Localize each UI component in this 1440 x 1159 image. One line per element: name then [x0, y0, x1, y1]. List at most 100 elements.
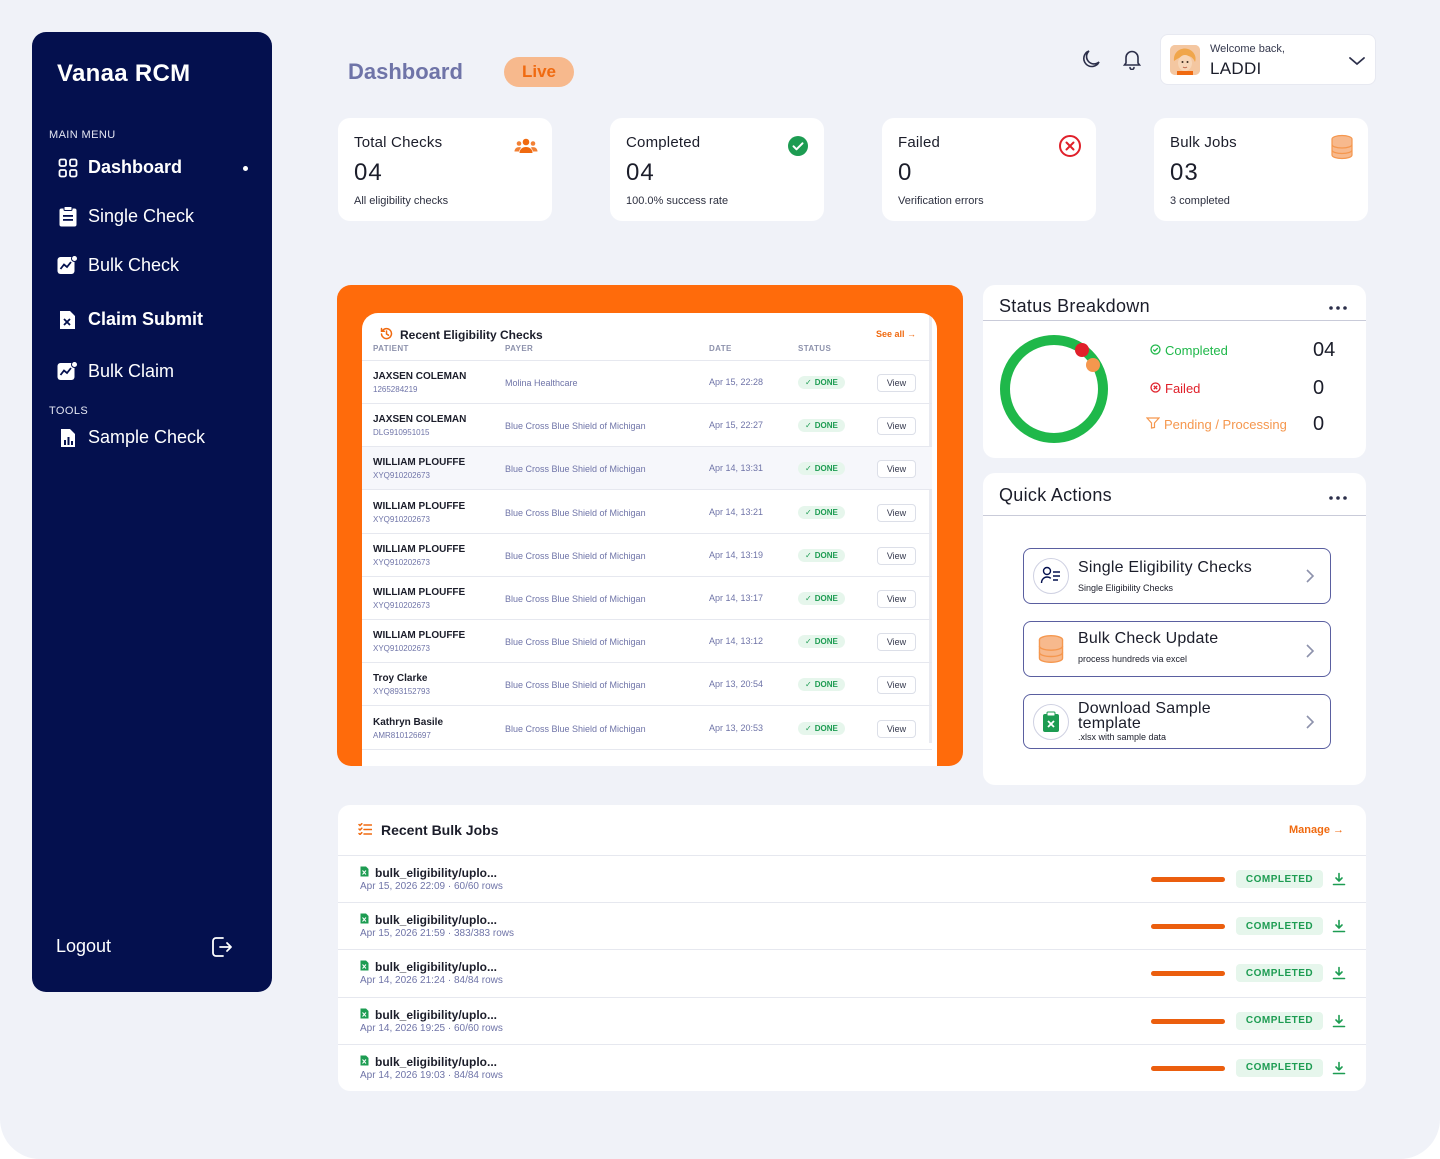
view-button[interactable]: View [877, 676, 916, 695]
bell-icon[interactable] [1121, 48, 1143, 71]
logout-button[interactable]: Logout [56, 936, 112, 956]
more-icon[interactable] [1328, 488, 1348, 500]
view-button[interactable]: View [877, 460, 916, 479]
patient-name: WILLIAM PLOUFFE [373, 587, 466, 598]
view-button[interactable]: View [877, 417, 916, 436]
sidebar-item-label: Claim Submit [88, 309, 204, 329]
list-item[interactable]: bulk_eligibility/uplo... Apr 15, 2026 21:… [338, 902, 1366, 949]
status-label: DONE [814, 637, 838, 647]
progress-fill [1151, 971, 1225, 977]
stat-title: Total Checks [354, 134, 443, 151]
stat-value: 04 [354, 159, 383, 186]
chevron-right-icon [1305, 569, 1315, 583]
logout-icon[interactable] [210, 935, 234, 959]
sidebar-item-bulk-check[interactable]: Bulk Check [57, 255, 257, 276]
x-circle-icon [1150, 381, 1161, 396]
quick-actions-card: Quick Actions Single Eligibility Checks … [983, 473, 1366, 785]
payer-name: Blue Cross Blue Shield of Michigan [505, 723, 646, 734]
more-icon[interactable] [1328, 298, 1348, 310]
table-row[interactable]: WILLIAM PLOUFFE XYQ910202673 Blue Cross Bl… [362, 491, 932, 534]
table-row[interactable]: WILLIAM PLOUFFE XYQ910202673 Blue Cross Bl… [362, 577, 932, 620]
patient-name: WILLIAM PLOUFFE [373, 500, 466, 512]
see-all-link[interactable]: See all → [875, 329, 916, 339]
download-icon[interactable] [1332, 966, 1346, 980]
file-chart-icon [57, 427, 78, 448]
status-breakdown-card: Status Breakdown Completed 04 Failed 0 P… [983, 285, 1366, 458]
table-row[interactable]: JAXSEN COLEMAN 1265284219 Molina Healthcar… [362, 361, 932, 404]
completed-badge: COMPLETED [1236, 964, 1323, 983]
view-button[interactable]: View [877, 374, 916, 392]
card-divider [983, 515, 1366, 516]
patient-id: 1265284219 [373, 385, 418, 394]
recent-checks-header: Recent Eligibility Checks [380, 327, 543, 343]
patient-id: XYQ910202673 [373, 514, 430, 524]
table-row[interactable]: WILLIAM PLOUFFE XYQ910202673 Blue Cross Bl… [362, 447, 932, 491]
stat-subtitle: 3 completed [1170, 195, 1230, 207]
users-icon [514, 134, 538, 158]
recent-checks-table[interactable]: PATIENT PAYER DATE STATUS JAXSEN COLEMAN… [362, 313, 932, 750]
download-icon[interactable] [1332, 1014, 1346, 1028]
file-x-icon [57, 309, 78, 330]
excel-file-icon [360, 1055, 369, 1069]
file-name: bulk_eligibility/uplo... [360, 913, 497, 927]
sidebar-item-sample-check[interactable]: Sample Check [57, 427, 257, 448]
check-circle-icon [786, 134, 810, 158]
payer-name: Blue Cross Blue Shield of Michigan [505, 550, 646, 561]
sidebar-item-claim-submit[interactable]: Claim Submit [57, 309, 257, 330]
progress-fill [1151, 1065, 1225, 1071]
patient-id: XYQ910202673 [373, 557, 430, 567]
view-button[interactable]: View [877, 546, 916, 565]
table-row[interactable]: Troy Clarke XYQ893152793 Blue Cross Blue S… [362, 663, 932, 707]
table-row[interactable]: WILLIAM PLOUFFE XYQ910202673 Blue Cross Bl… [362, 534, 932, 577]
list-item[interactable]: bulk_eligibility/uplo... Apr 14, 2026 19:… [338, 996, 1366, 1044]
status-label: DONE [814, 723, 838, 733]
recent-checks-card: Recent Eligibility Checks See all → PATI… [362, 313, 937, 766]
check-icon: ✓ [805, 464, 812, 474]
patient-name: Troy Clarke [373, 673, 428, 685]
chart-icon [57, 361, 78, 382]
view-button[interactable]: View [877, 633, 916, 652]
list-item[interactable]: bulk_eligibility/uplo... Apr 14, 2026 19:… [338, 1043, 1366, 1091]
table-row[interactable]: WILLIAM PLOUFFE XYQ910202673 Blue Cross Bl… [362, 620, 932, 664]
moon-icon[interactable] [1081, 48, 1103, 70]
status-badge: ✓ DONE [798, 462, 845, 476]
view-button[interactable]: View [877, 719, 916, 738]
stat-value: 04 [626, 159, 655, 186]
user-menu[interactable]: Welcome back, LADDI [1160, 34, 1376, 85]
table-row[interactable]: JAXSEN COLEMAN DLG910951015 Blue Cross Blu… [362, 404, 932, 448]
manage-link[interactable]: Manage → [1288, 824, 1344, 836]
completed-badge: COMPLETED [1236, 1058, 1323, 1077]
progress-fill [1151, 877, 1225, 882]
payer-name: Blue Cross Blue Shield of Michigan [505, 421, 646, 432]
patient-id: XYQ910202673 [373, 601, 430, 610]
view-button[interactable]: View [877, 590, 916, 608]
check-icon: ✓ [805, 550, 812, 560]
sidebar: Vanaa RCM MAIN MENU Dashboard Single Che… [32, 32, 272, 992]
file-meta: Apr 15, 2026 22:09 · 60/60 rows [360, 881, 503, 892]
patient-id: AMR810126697 [373, 730, 431, 740]
view-button[interactable]: View [877, 503, 916, 522]
download-icon[interactable] [1332, 1061, 1346, 1075]
download-sample-template-button[interactable]: Download Sample template .xlsx with samp… [1023, 694, 1331, 749]
list-item[interactable]: bulk_eligibility/uplo... Apr 15, 2026 22:… [338, 855, 1366, 902]
sidebar-item-label: Bulk Check [88, 255, 180, 275]
check-circle-icon [1150, 343, 1161, 358]
list-item[interactable]: bulk_eligibility/uplo... Apr 14, 2026 21:… [338, 949, 1366, 996]
avatar [1170, 45, 1200, 75]
patient-name: JAXSEN COLEMAN [373, 414, 467, 426]
table-row[interactable]: Kathryn Basile AMR810126697 Blue Cross Blu… [362, 707, 932, 750]
payer-name: Blue Cross Blue Shield of Michigan [505, 464, 646, 475]
status-badge: ✓ DONE [798, 505, 845, 519]
download-icon[interactable] [1332, 919, 1346, 933]
stat-card-failed: Failed 0 Verification errors [882, 118, 1096, 221]
single-eligibility-checks-button[interactable]: Single Eligibility Checks Single Eligibi… [1023, 548, 1331, 604]
legend-completed: Completed [1150, 343, 1228, 358]
sidebar-item-dashboard[interactable]: Dashboard [57, 157, 257, 178]
stat-title: Completed [626, 134, 701, 151]
bulk-check-update-button[interactable]: Bulk Check Update process hundreds via e… [1023, 621, 1331, 677]
sidebar-item-single-check[interactable]: Single Check [57, 206, 257, 227]
stat-value: 0 [898, 159, 913, 186]
patient-id: XYQ910202673 [373, 644, 430, 654]
download-icon[interactable] [1332, 872, 1346, 886]
sidebar-item-bulk-claim[interactable]: Bulk Claim [57, 361, 257, 382]
